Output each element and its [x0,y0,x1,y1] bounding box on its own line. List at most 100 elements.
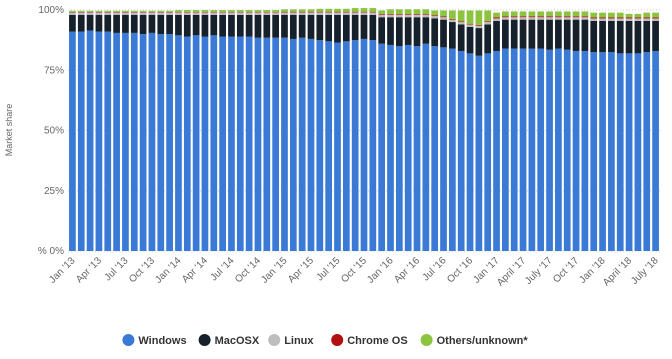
y-tick-label: 75% [44,65,64,76]
legend-label: Others/unknown* [437,335,529,347]
bar-segment [466,10,474,24]
bar-segment [484,24,492,54]
bar-segment [254,10,262,12]
bar-segment [528,19,536,49]
y-tick-label: 25% [44,186,64,197]
bar-segment [77,12,85,15]
bar-segment [77,31,85,251]
bar-segment [325,14,333,42]
bar-segment [263,10,271,12]
bar-segment [139,34,147,251]
bar-segment [351,40,359,251]
bar-segment [378,14,386,18]
bar-segment [590,20,598,53]
x-tick-label: Apr '15 [286,255,316,285]
bar-segment [431,18,439,47]
bar-segment [307,12,315,15]
bar-segment [457,10,465,22]
bar-segment [342,11,350,13]
bar-segment [298,12,306,15]
legend-swatch [198,334,211,346]
x-tick-label: Apr '16 [392,255,422,285]
bar-segment [183,12,191,15]
bar-segment [590,18,598,21]
bar-segment [378,43,386,251]
bar-segment [254,37,262,252]
bar-segment [422,17,430,44]
bar-segment [307,14,315,39]
bar-segment [360,12,368,15]
bar-segment [625,18,633,21]
bar-segment [555,19,562,49]
x-tick-label: Jul '13 [103,255,131,283]
bar-segment [590,17,598,19]
bar-segment [422,43,430,251]
bar-segment [351,8,359,12]
bar-segment [546,17,553,20]
bar-segment [590,12,598,18]
legend-item[interactable]: Windows [122,334,187,347]
bar-segment [510,48,518,252]
bar-segment [608,52,615,251]
bar-segment [360,8,368,12]
bar-segment [113,10,120,12]
bar-segment [228,14,235,37]
bar-segment [572,17,580,20]
bar-segment [475,28,483,56]
bar-segment [210,12,218,15]
bar-segment [475,10,483,25]
bar-segment [563,11,571,17]
legend-item[interactable]: Chrome OS [331,334,408,347]
bar-segment [502,17,509,20]
bar-segment [510,19,518,49]
bar-segment [219,12,226,15]
bar-segment [236,36,244,252]
bar-segment [236,10,244,12]
bar-segment [113,14,120,33]
bar-segment [457,21,465,23]
bar-segment [342,12,350,15]
x-tick-label: April '17 [495,255,528,288]
bar-segment [466,53,474,251]
bar-segment [201,10,209,12]
bar-segment [95,12,103,15]
bar-segment [281,14,288,38]
bar-segment [95,31,103,251]
bar-segment [104,10,112,12]
x-tick-label: Oct '14 [233,255,263,285]
bar-segment [254,12,262,15]
bar-segment [643,17,651,19]
bar-segment [148,10,156,12]
legend-swatch [331,334,344,346]
bar-segment [351,11,359,13]
bar-segment [360,11,368,13]
bar-segment [201,36,209,252]
bar-segment [404,17,412,45]
legend-item[interactable]: Others/unknown* [420,334,529,347]
bar-segment [334,14,341,43]
bar-segment [342,41,350,251]
bar-segment [608,18,615,21]
bar-segment [69,10,76,12]
bar-segment [475,55,483,251]
bar-segment [581,11,589,17]
bar-segment [104,31,112,251]
bar-segment [475,24,483,26]
y-tick-label: % 0% [38,246,64,257]
bar-segment [519,19,527,49]
bar-segment [413,17,421,47]
bar-segment [175,35,182,252]
bar-segment [466,23,474,25]
bar-segment [493,50,500,251]
bar-segment [581,16,589,18]
bar-segment [502,11,509,17]
legend-item[interactable]: Linux [268,334,314,347]
bar-segment [643,52,651,251]
bar-segment [130,10,138,12]
bar-segment [599,52,606,251]
bar-segment [104,12,112,15]
x-tick-label: Oct '17 [551,255,581,285]
legend-item[interactable]: MacOSX [198,334,260,347]
bar-segment [590,52,598,251]
bar-segment [572,19,580,51]
